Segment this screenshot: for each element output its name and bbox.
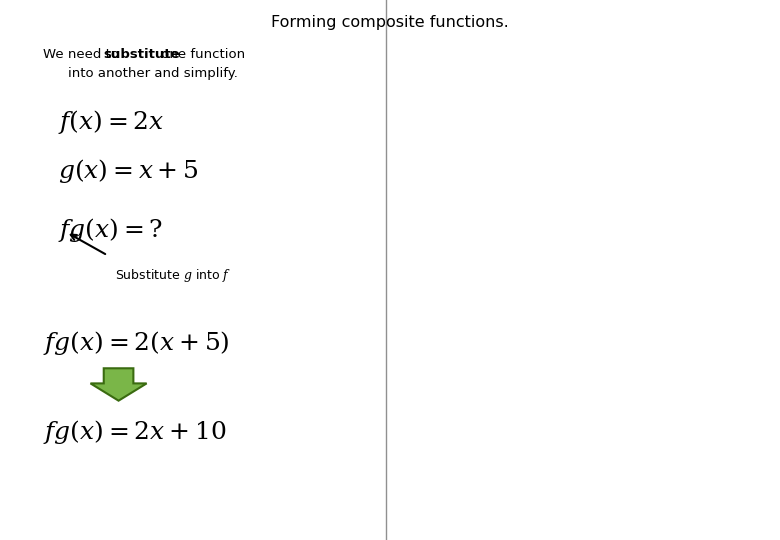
FancyArrow shape bbox=[90, 368, 147, 401]
Text: into another and simplify.: into another and simplify. bbox=[68, 68, 238, 80]
Text: $fg(x) = 2x + 10$: $fg(x) = 2x + 10$ bbox=[43, 418, 226, 447]
Text: substitute: substitute bbox=[104, 48, 180, 60]
Text: $fg(x) = 2(x + 5)$: $fg(x) = 2(x + 5)$ bbox=[43, 329, 229, 357]
Text: Substitute $g$ into $f$: Substitute $g$ into $f$ bbox=[115, 267, 232, 284]
Text: one function: one function bbox=[157, 48, 245, 60]
Text: $g(x) = x + 5$: $g(x) = x + 5$ bbox=[58, 157, 199, 185]
Text: $fg(x) = ?$: $fg(x) = ?$ bbox=[58, 216, 164, 244]
Text: $f(x) = 2x$: $f(x) = 2x$ bbox=[58, 108, 165, 136]
Text: Forming composite functions.: Forming composite functions. bbox=[271, 15, 509, 30]
Text: We need to: We need to bbox=[43, 48, 123, 60]
